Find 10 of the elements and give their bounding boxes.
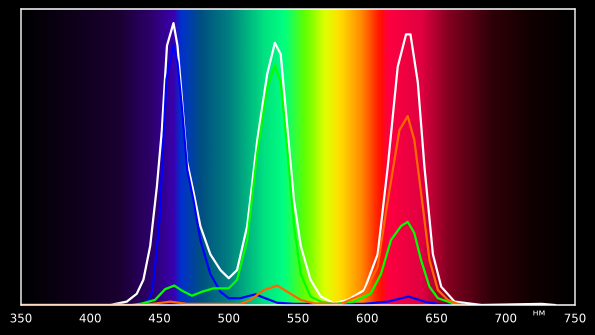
x-axis-title: нм <box>533 310 545 316</box>
x-tick-label: 500 <box>218 314 240 322</box>
x-tick-label: 650 <box>426 314 447 322</box>
x-tick-label: 350 <box>10 314 32 322</box>
x-tick-label: 600 <box>356 314 378 322</box>
x-tick-label: 550 <box>288 314 308 322</box>
x-tick-label: 700 <box>495 314 516 322</box>
x-tick-label: 450 <box>148 314 170 322</box>
x-tick-label: 750 <box>564 314 586 322</box>
x-tick-label: 400 <box>80 314 101 322</box>
